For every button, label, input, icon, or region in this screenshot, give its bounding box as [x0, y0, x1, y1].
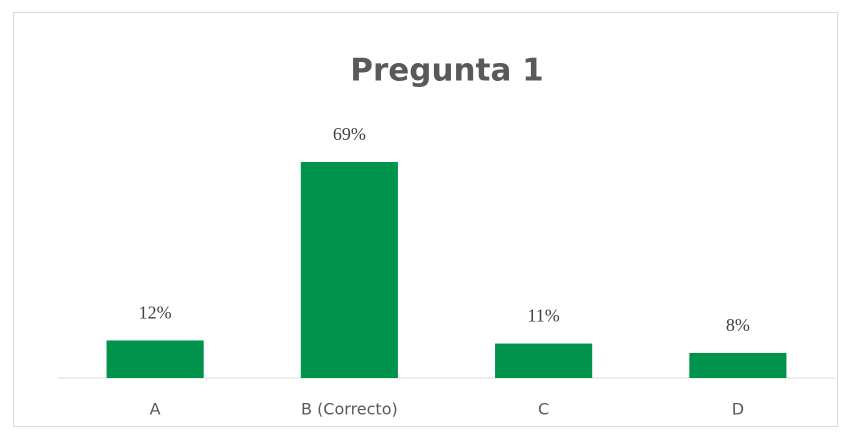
x-tick-label: B (Correcto) — [301, 400, 398, 419]
bar — [300, 162, 398, 378]
bar — [106, 340, 204, 378]
x-tick-label: C — [538, 400, 549, 419]
data-label: 8% — [726, 315, 750, 335]
bar — [689, 352, 787, 378]
x-tick-label: D — [732, 400, 744, 419]
data-label: 12% — [139, 303, 172, 323]
chart-title: Pregunta 1 — [350, 53, 543, 89]
data-label: 11% — [527, 306, 559, 326]
bar — [495, 343, 593, 378]
data-label: 69% — [333, 124, 366, 144]
x-tick-label: A — [150, 400, 161, 419]
